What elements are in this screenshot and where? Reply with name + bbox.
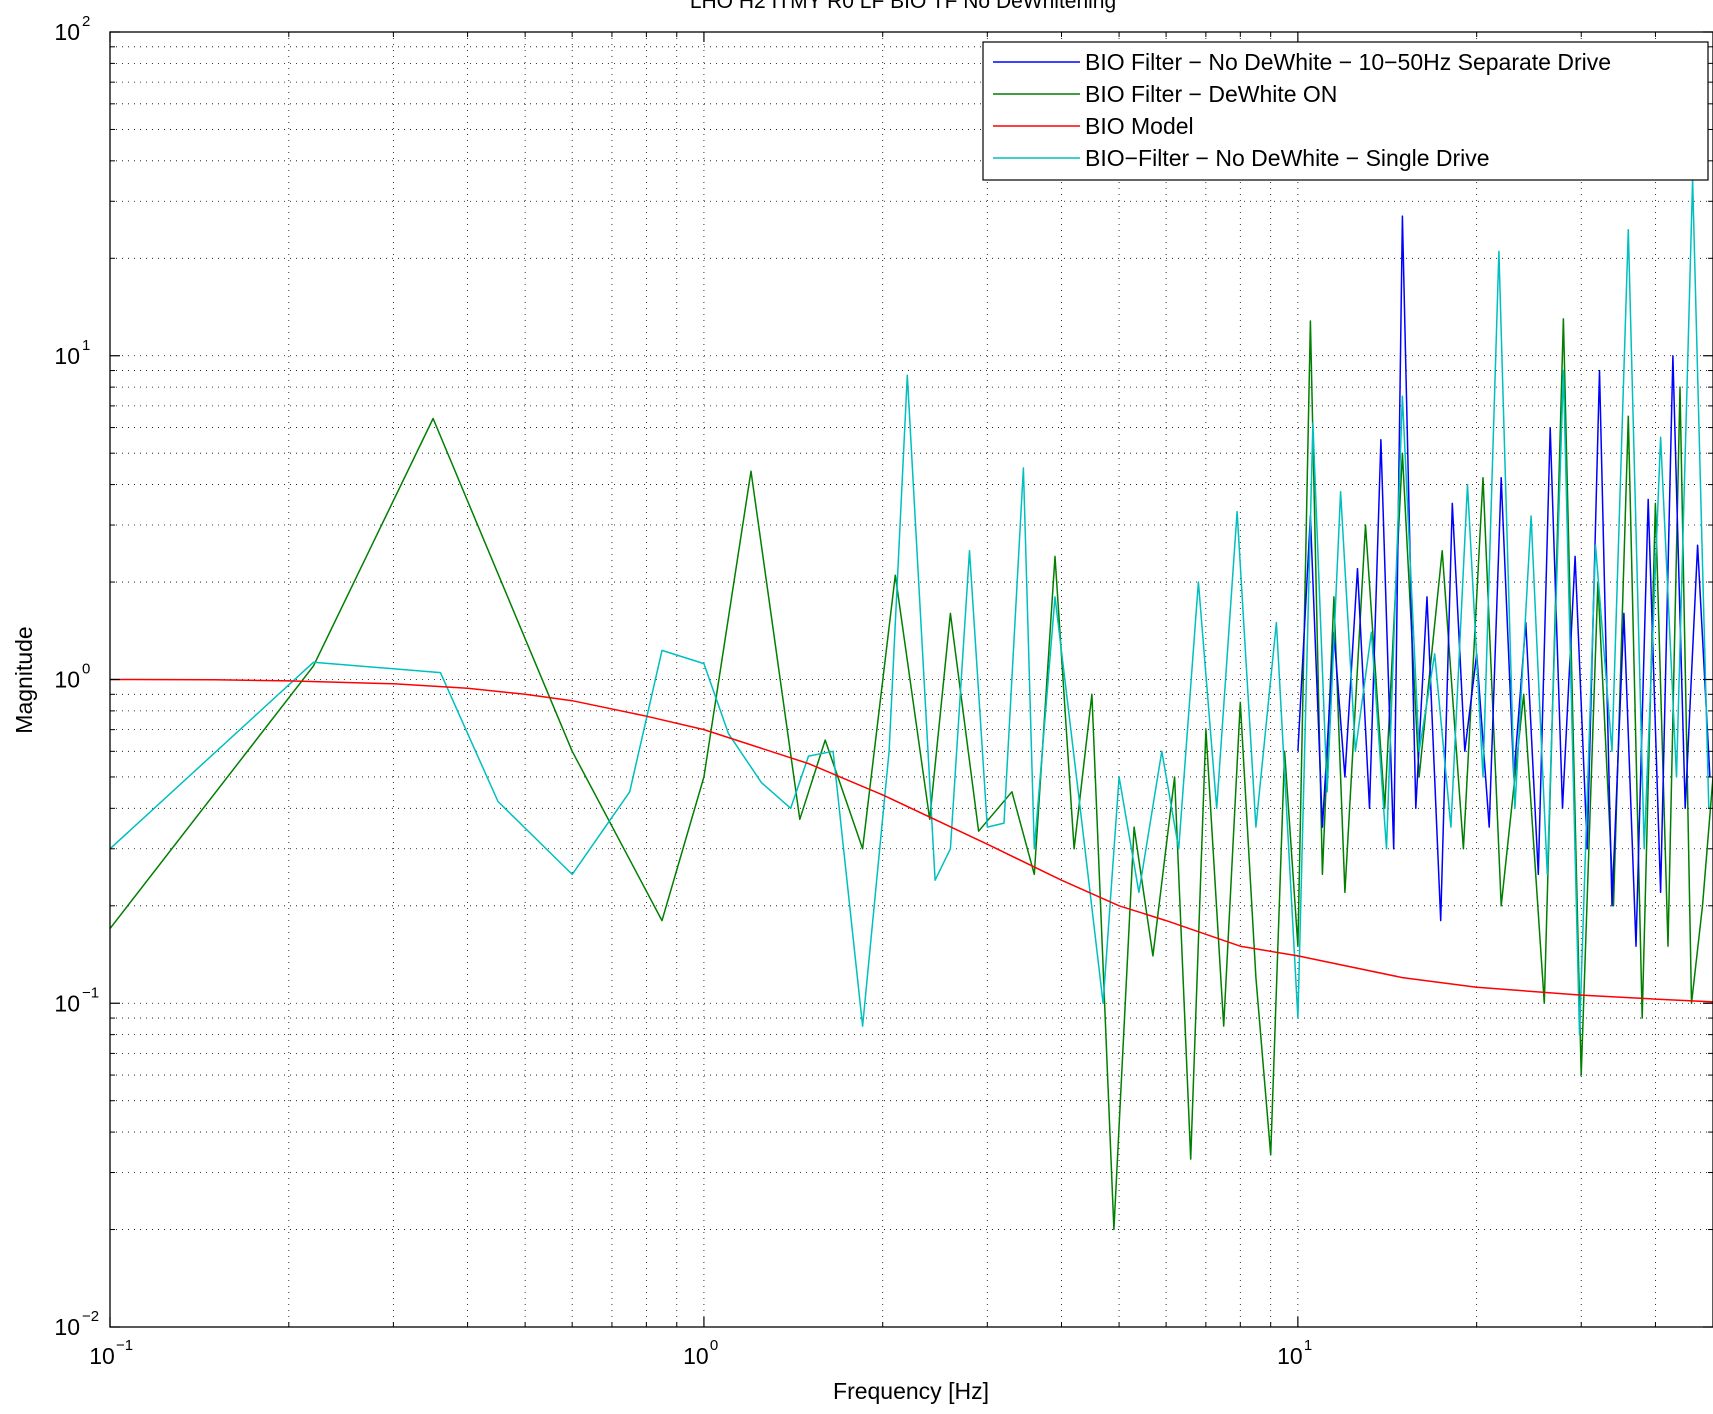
chart-title: LHO H2 ITMY R0 LF BIO TF No DeWhitening bbox=[690, 0, 1116, 13]
x-tick-exponent: 1 bbox=[1304, 1337, 1312, 1354]
y-tick-exponent: −2 bbox=[82, 1308, 99, 1325]
legend-label: BIO−Filter − No DeWhite − Single Drive bbox=[1085, 145, 1490, 171]
y-axis-title: Magnitude bbox=[11, 626, 37, 733]
series-line-0 bbox=[1297, 215, 1711, 947]
y-tick-label: 10 bbox=[54, 343, 80, 369]
legend-label: BIO Filter − DeWhite ON bbox=[1085, 81, 1337, 107]
x-tick-exponent: −1 bbox=[116, 1337, 133, 1354]
x-tick-exponent: 0 bbox=[710, 1337, 718, 1354]
plot-area bbox=[110, 178, 1713, 1231]
y-tick-exponent: 0 bbox=[82, 661, 90, 678]
legend-box bbox=[982, 41, 1709, 181]
axis-ticks: 10 −1 10 0 10 110 −210 −110 010 110 2 bbox=[54, 13, 1713, 1369]
legend: BIO Filter − No DeWhite − 10−50Hz Separa… bbox=[982, 41, 1709, 181]
y-tick-label: 10 bbox=[54, 667, 80, 693]
series-line-3 bbox=[110, 178, 1710, 1036]
y-tick-exponent: 1 bbox=[82, 337, 90, 354]
x-axis-title: Frequency [Hz] bbox=[833, 1378, 989, 1404]
x-tick-label: 10 bbox=[1277, 1343, 1303, 1369]
x-tick-label: 10 bbox=[683, 1343, 709, 1369]
legend-label: BIO Filter − No DeWhite − 10−50Hz Separa… bbox=[1085, 49, 1611, 75]
y-tick-label: 10 bbox=[54, 990, 80, 1016]
series-line-2 bbox=[110, 678, 1713, 1003]
y-tick-exponent: −1 bbox=[82, 984, 99, 1001]
legend-label: BIO Model bbox=[1085, 113, 1194, 139]
series-line-1 bbox=[110, 318, 1713, 1231]
y-tick-label: 10 bbox=[54, 19, 80, 45]
y-tick-label: 10 bbox=[54, 1314, 80, 1340]
y-tick-exponent: 2 bbox=[82, 13, 90, 30]
x-tick-label: 10 bbox=[89, 1343, 115, 1369]
